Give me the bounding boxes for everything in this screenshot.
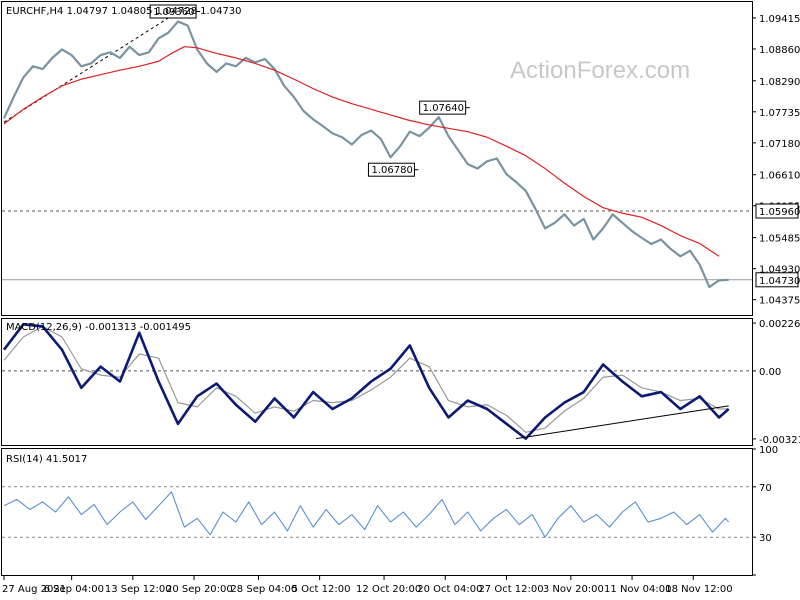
x-tick-label: 20 Oct 04:00: [417, 584, 482, 595]
moving-average-line: [3, 46, 720, 257]
watermark: ActionForex.com: [510, 57, 690, 84]
last-price-label: 1.04730: [759, 276, 800, 287]
x-tick-label: 3 Nov 20:00: [543, 584, 604, 595]
macd-title: MACD(12,26,9) -0.001313 -0.001495: [6, 322, 191, 333]
price-panel-frame: [1, 1, 753, 316]
rsi-panel-frame: [1, 448, 753, 576]
y-tick-label: 0: [759, 571, 765, 582]
y-tick-label: 1.07180: [759, 139, 800, 150]
price-series-line: [2, 20, 729, 289]
y-tick-label: 1.05485: [759, 234, 800, 245]
y-tick-label: 0.00226: [759, 319, 800, 330]
price-title: EURCHF,H4 1.04797 1.04805 1.04728 1.0473…: [6, 6, 242, 17]
level-label-box: [755, 203, 799, 219]
panel-frames: [1, 1, 753, 576]
y-tick-label: 1.08290: [759, 77, 800, 88]
y-tick-label: 1.07735: [759, 108, 800, 119]
x-tick-label: 12 Oct 20:00: [356, 584, 421, 595]
y-tick-label: 1.09415: [759, 14, 800, 25]
x-tick-label: 28 Sep 04:00: [230, 584, 297, 595]
macd-panel: 0.00226 0.00 -0.003211: [2, 319, 800, 446]
y-tick-label: 1.04930: [759, 265, 800, 276]
x-tick-label: 27 Oct 12:00: [478, 584, 543, 595]
level-label: 1.05960: [759, 207, 800, 218]
y-tick-label: 100: [759, 445, 778, 456]
x-tick-label: 27 Aug 2021: [2, 584, 66, 595]
rsi-panel: 100 70 30 0: [2, 445, 778, 582]
x-tick-label: 11 Nov 04:00: [604, 584, 671, 595]
annotation-box: [419, 100, 467, 115]
y-tick-label: 1.06610: [759, 171, 800, 182]
annotation-label: 1.07640: [423, 103, 464, 114]
annotation-label: 1.09360: [153, 7, 194, 18]
x-tick-label: 5 Oct 12:00: [292, 584, 351, 595]
y-tick-label: 70: [759, 483, 772, 494]
rsi-title: RSI(14) 41.5017: [6, 454, 87, 465]
annotation-label: 1.06780: [371, 165, 412, 176]
x-tick-label: 18 Nov 12:00: [665, 584, 732, 595]
macd-panel-frame: [1, 318, 753, 446]
x-tick-label: 20 Sep 20:00: [166, 584, 233, 595]
price-panel: 1.09415 1.08860 1.08290 1.07735 1.07180 1.066…: [2, 4, 800, 307]
y-tick-label: 1.04375: [759, 296, 800, 307]
x-tick-label: 6 Sep 04:00: [44, 584, 104, 595]
y-tick-label: 0.00: [759, 367, 781, 378]
annotation-box: [367, 162, 415, 177]
y-tick-label: 30: [759, 533, 772, 544]
x-tick-label: 13 Sep 12:00: [105, 584, 172, 595]
rsi-line: [3, 491, 730, 538]
macd-main-line: [2, 322, 730, 440]
macd-trendline: [516, 405, 729, 440]
annotation-box: [149, 4, 197, 19]
last-price-box: [755, 272, 799, 288]
y-tick-label: 1.08860: [759, 45, 800, 56]
y-tick-label: -0.003211: [759, 435, 800, 446]
